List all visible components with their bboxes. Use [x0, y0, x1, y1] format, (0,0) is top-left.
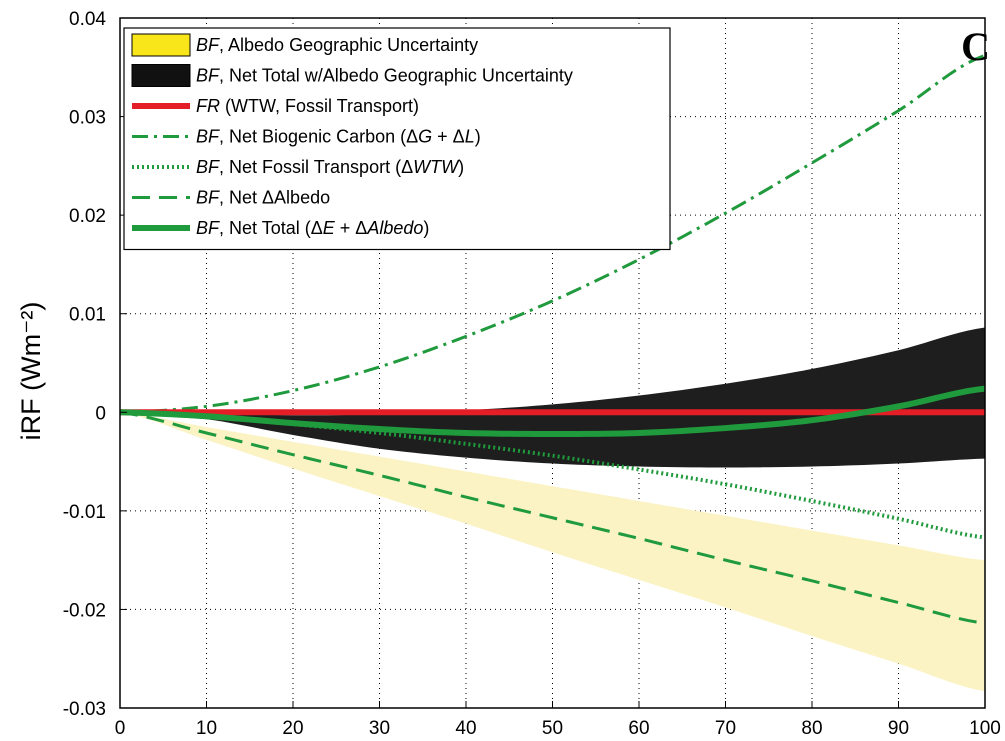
x-tick-label: 10: [196, 718, 217, 739]
y-tick-label: -0.01: [63, 502, 106, 523]
x-tick-label: 0: [115, 718, 126, 739]
x-tick-label: 90: [888, 718, 909, 739]
uncertainty-band: [120, 327, 985, 468]
series-line: [119, 385, 986, 437]
y-tick-label: -0.03: [63, 699, 106, 720]
panel-label: C: [961, 24, 990, 69]
legend-label: BF, Net Total w/Albedo Geographic Uncert…: [196, 66, 573, 86]
x-tick-label: 70: [715, 718, 736, 739]
series-line: [119, 54, 986, 414]
y-axis-label: iRF (Wm⁻²): [16, 302, 46, 441]
legend-label: BF, Net Total (ΔE + ΔAlbedo): [196, 218, 429, 238]
x-tick-label: 30: [369, 718, 390, 739]
y-tick-label: 0.02: [69, 206, 106, 227]
series-line: [119, 410, 986, 625]
legend-label: BF, Net ΔAlbedo: [196, 188, 330, 208]
y-tick-label: -0.02: [63, 600, 106, 621]
x-tick-label: 40: [455, 718, 476, 739]
x-tick-label: 20: [282, 718, 303, 739]
y-tick-label: 0.03: [69, 108, 106, 129]
axis-ticks: 0 10 20 30 40 50 60 70 80 90 100 -0.03 -0.02 -0.01 0 0.…: [63, 9, 1001, 739]
uncertainty-bands: [120, 327, 985, 692]
legend: BF, Albedo Geographic Uncertainty BF, Net…: [123, 27, 671, 251]
legend-swatch: [131, 64, 191, 87]
legend-label: BF, Net Fossil Transport (ΔWTW): [196, 157, 464, 177]
x-tick-label: 50: [542, 718, 563, 739]
legend-label: BF, Albedo Geographic Uncertainty: [196, 35, 478, 55]
legend-box: [123, 27, 671, 251]
y-tick-label: 0: [95, 403, 106, 424]
legend-label: BF, Net Biogenic Carbon (ΔG + ΔL): [196, 127, 481, 147]
y-tick-label: 0.01: [69, 305, 106, 326]
x-tick-label: 60: [628, 718, 649, 739]
legend-swatch: [131, 33, 191, 57]
legend-label: FR (WTW, Fossil Transport): [196, 96, 419, 116]
data-series: [119, 54, 986, 625]
y-tick-label: 0.04: [69, 9, 106, 30]
x-tick-label: 100: [969, 718, 1001, 739]
uncertainty-band: [120, 412, 985, 692]
x-tick-label: 80: [801, 718, 822, 739]
